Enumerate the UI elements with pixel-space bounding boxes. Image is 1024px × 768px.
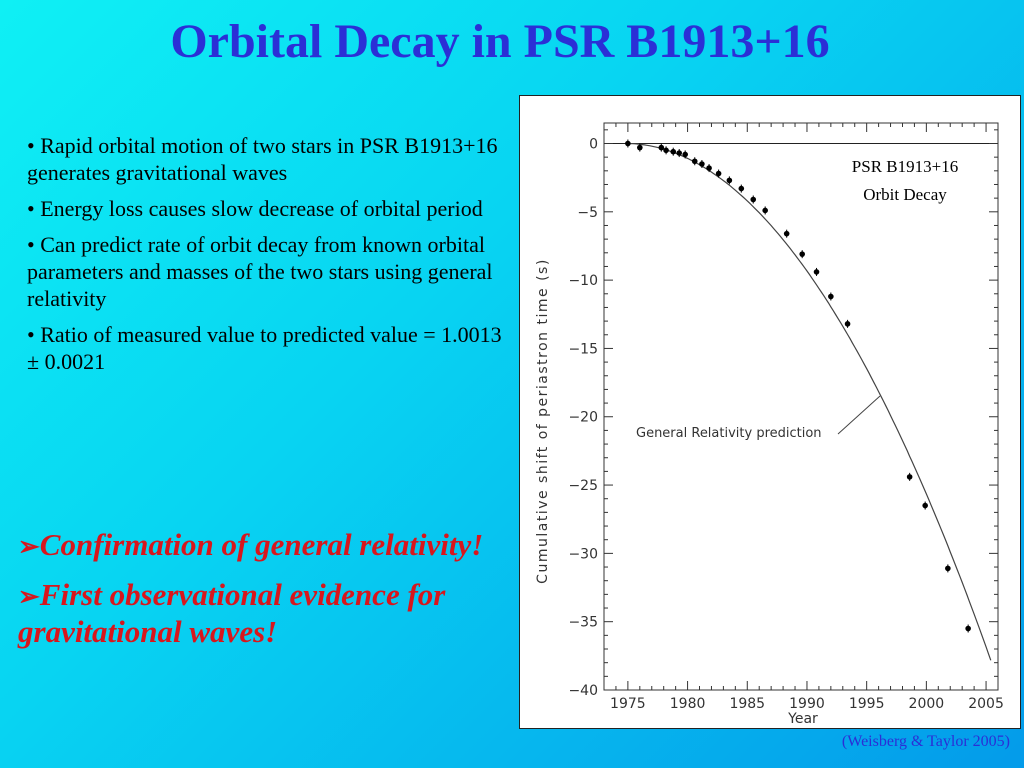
data-point xyxy=(783,230,790,237)
y-axis-label: Cumulative shift of periastron time (s) xyxy=(535,258,551,584)
emphasis-list: ➢Confirmation of general relativity! ➢Fi… xyxy=(18,526,518,664)
data-point xyxy=(682,151,688,158)
x-tick-label: 1990 xyxy=(789,696,825,712)
data-point xyxy=(738,185,745,192)
bullet-item: • Rapid orbital motion of two stars in P… xyxy=(27,133,498,186)
y-tick-label: −5 xyxy=(577,205,598,221)
x-axis-label: Year xyxy=(787,711,818,727)
x-tick-label: 1985 xyxy=(729,696,765,712)
data-point xyxy=(844,321,851,327)
arrow-bullet-icon: ➢ xyxy=(18,532,40,561)
plot-frame: 1975 1980 1985 1990 1995 2000 2005 0 −5 −10 −15 −20… xyxy=(519,95,1021,729)
data-point xyxy=(715,170,722,177)
gr-prediction-annotation: General Relativity prediction xyxy=(636,426,822,441)
chart-legend-line-2: Orbit Decay xyxy=(863,185,947,204)
slide-title: Orbital Decay in PSR B1913+16 xyxy=(170,15,830,68)
data-point xyxy=(663,147,669,154)
emphasis-item: ➢First observational evidence for gravit… xyxy=(18,576,518,650)
data-point xyxy=(750,196,757,203)
orbit-decay-chart: 1975 1980 1985 1990 1995 2000 2005 0 −5 −10 −15 −20… xyxy=(535,122,1004,727)
y-tick-label: −20 xyxy=(568,410,598,426)
data-point xyxy=(726,177,733,184)
data-point xyxy=(625,140,631,147)
data-point xyxy=(706,165,712,171)
data-point xyxy=(922,502,928,509)
data-point xyxy=(828,293,834,300)
emphasis-text: First observational evidence for gravita… xyxy=(18,577,446,650)
bullet-list: • Rapid orbital motion of two stars in P… xyxy=(27,132,502,384)
y-tick-label: −40 xyxy=(568,683,598,699)
data-point xyxy=(699,161,705,167)
bullet-item: • Can predict rate of orbit decay from k… xyxy=(27,232,493,312)
data-point xyxy=(945,565,951,572)
y-tick-label: 0 xyxy=(589,136,598,152)
arrow-bullet-icon: ➢ xyxy=(18,582,40,612)
citation: (Weisberg & Taylor 2005) xyxy=(841,733,1010,750)
annotation-leader-line xyxy=(837,395,881,435)
y-tick-label: −35 xyxy=(568,615,598,631)
data-point xyxy=(637,144,643,151)
data-point xyxy=(906,474,913,480)
gr-prediction-curve xyxy=(625,142,992,661)
data-point xyxy=(813,269,820,275)
x-tick-label: 1995 xyxy=(849,696,885,712)
y-tick-label: −15 xyxy=(568,341,598,357)
y-tick-label: −30 xyxy=(568,546,598,562)
emphasis-item: ➢Confirmation of general relativity! xyxy=(18,526,518,563)
plot-area-border xyxy=(603,122,999,691)
data-point xyxy=(658,144,665,151)
x-tick-label: 2000 xyxy=(909,696,945,712)
chart-legend-line-1: PSR B1913+16 xyxy=(852,157,958,176)
bullet-item: • Energy loss causes slow decrease of or… xyxy=(27,196,483,222)
data-point xyxy=(799,251,805,257)
y-tick-label: −10 xyxy=(568,273,598,289)
data-point xyxy=(691,158,698,165)
x-tick-label: 1975 xyxy=(610,696,646,712)
data-point xyxy=(965,625,971,632)
x-tick-label: 1980 xyxy=(670,696,706,712)
x-tick-label: 2005 xyxy=(968,696,1004,712)
emphasis-text: Confirmation of general relativity! xyxy=(39,527,484,562)
data-point xyxy=(762,207,768,214)
bullet-item: • Ratio of measured value to predicted v… xyxy=(27,322,502,375)
data-point xyxy=(676,150,683,156)
y-tick-label: −25 xyxy=(568,478,598,494)
data-point xyxy=(670,148,677,155)
